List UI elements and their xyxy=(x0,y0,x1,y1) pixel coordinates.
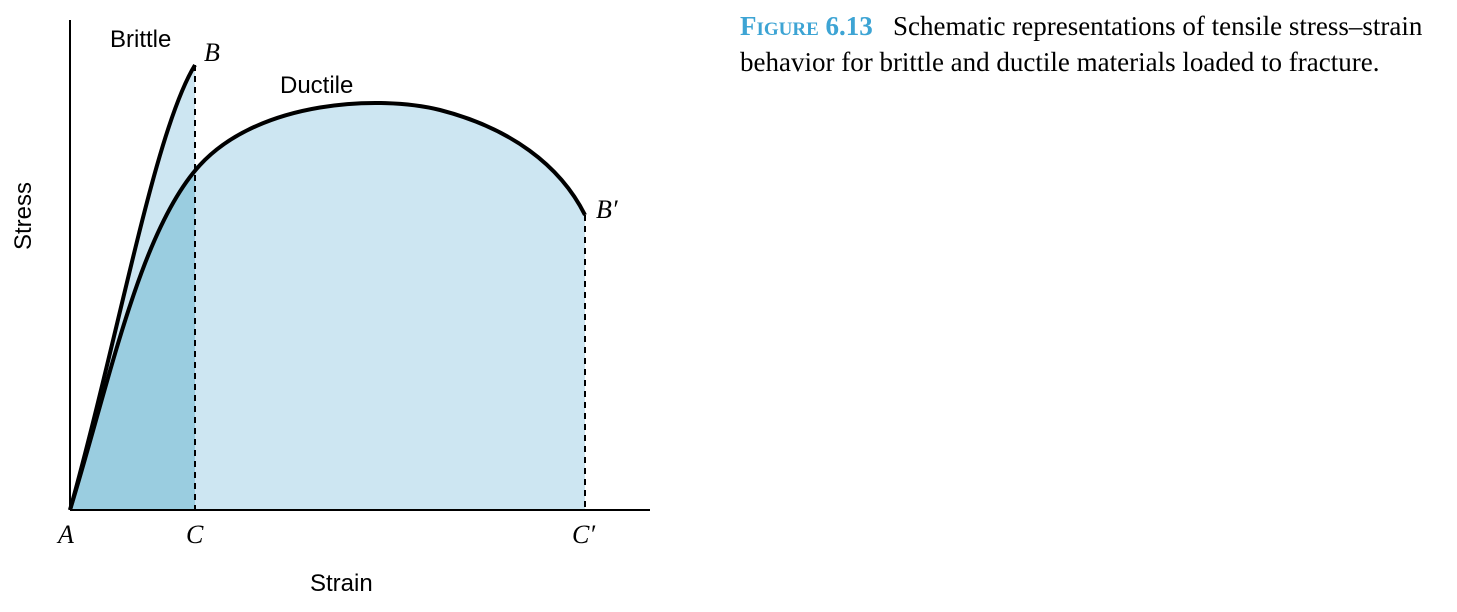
point-b-label: B xyxy=(204,38,220,68)
point-c-label: C xyxy=(186,520,203,550)
y-axis-label: Stress xyxy=(10,182,38,250)
figure-number: Figure 6.13 xyxy=(740,11,873,41)
caption-text xyxy=(873,11,893,41)
figure-caption: Figure 6.13 Schematic representations of… xyxy=(720,0,1457,612)
point-a-label: A xyxy=(58,520,74,550)
brittle-label: Brittle xyxy=(110,26,171,54)
point-cprime-label: C′ xyxy=(572,520,595,550)
ductile-label: Ductile xyxy=(280,72,353,100)
chart-svg xyxy=(0,0,720,612)
stress-strain-chart: Stress Strain Brittle Ductile A C C′ B B… xyxy=(0,0,720,612)
x-axis-label: Strain xyxy=(310,570,373,598)
overlap-fill xyxy=(70,165,200,510)
point-bprime-label: B′ xyxy=(596,195,618,225)
